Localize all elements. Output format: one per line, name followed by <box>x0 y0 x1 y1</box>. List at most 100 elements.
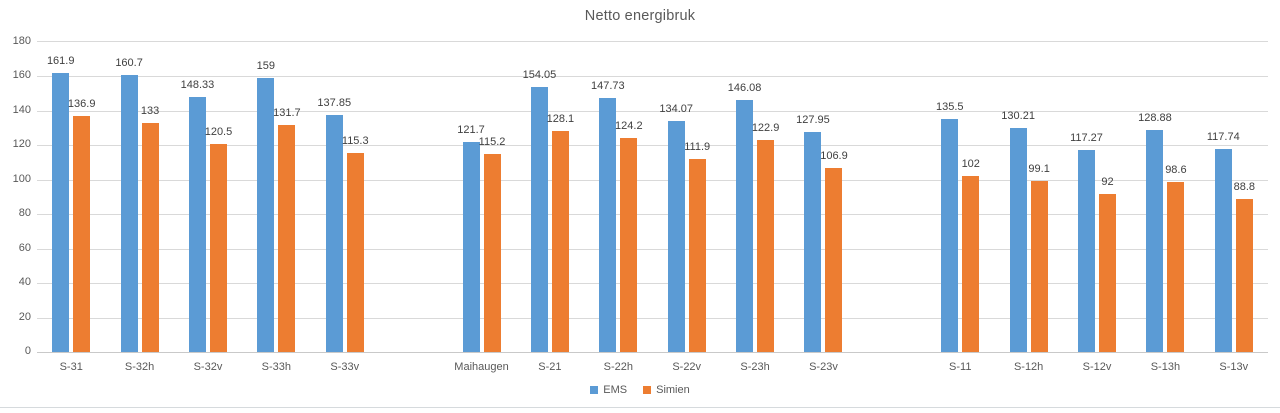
gridline <box>37 179 1268 181</box>
gridline <box>37 214 1268 216</box>
y-axis-tick-label: 180 <box>12 35 31 47</box>
bar-value-label: 128.1 <box>546 113 575 126</box>
bar-ems-s-32h <box>120 75 138 352</box>
bar-value-label: 88.8 <box>1233 181 1255 194</box>
bar-simien-maihaugen <box>483 153 501 352</box>
x-axis-category-label: S-32v <box>193 361 223 373</box>
gridline <box>37 317 1268 319</box>
bar-value-label: 117.74 <box>1206 131 1240 144</box>
x-axis-category-label: S-21 <box>538 361 562 373</box>
x-axis-category-label: S-22v <box>672 361 702 373</box>
bar-simien-s-23v <box>825 167 843 352</box>
bar-value-label: 92 <box>1101 175 1114 188</box>
bar-ems-s-12v <box>1078 150 1096 352</box>
bar-value-label: 134.07 <box>659 103 694 116</box>
y-axis-tick-label: 160 <box>12 69 31 82</box>
bar-value-label: 128.88 <box>1138 112 1172 125</box>
legend: EMS Simien <box>0 384 1280 396</box>
chart-title: Netto energibruk <box>584 8 696 24</box>
bar-ems-s-13h <box>1146 130 1164 352</box>
bar-value-label: 146.08 <box>727 82 762 95</box>
y-axis-tick-label: 40 <box>18 276 31 289</box>
x-axis-category-label: S-31 <box>59 361 83 373</box>
gridline <box>37 41 1268 42</box>
x-axis-category-label: S-33v <box>330 361 360 373</box>
x-axis-category-label: S-12h <box>1013 361 1044 373</box>
bar-value-label: 159 <box>256 60 276 73</box>
bar-value-label: 98.6 <box>1165 164 1187 177</box>
gridline <box>37 283 1268 285</box>
bar-ems-s-22h <box>599 97 617 352</box>
bar-value-label: 160.7 <box>115 57 143 70</box>
x-axis-category-label: S-13v <box>1219 361 1249 373</box>
bar-value-label: 135.5 <box>935 100 964 113</box>
bar-value-label: 137.85 <box>317 96 352 109</box>
y-axis-tick-label: 120 <box>12 138 31 151</box>
bar-simien-s-33h <box>278 125 296 352</box>
bar-value-label: 124.2 <box>615 120 643 133</box>
bar-value-label: 147.73 <box>590 79 625 92</box>
x-axis-category-label: S-23v <box>809 361 838 373</box>
bar-ems-s-31 <box>52 73 70 352</box>
bar-ems-s-22v <box>667 121 685 352</box>
bar-ems-s-33h <box>257 78 275 352</box>
gridline <box>37 145 1268 147</box>
x-axis-category-label: S-13h <box>1150 361 1181 373</box>
bar-ems-s-23v <box>804 131 822 352</box>
bar-ems-s-32v <box>188 96 206 352</box>
bottom-border-line <box>0 407 1280 408</box>
gridline <box>37 248 1268 250</box>
bar-simien-s-22h <box>620 138 638 352</box>
bar-simien-s-32h <box>141 122 159 352</box>
bar-value-label: 161.9 <box>46 55 75 68</box>
bar-value-label: 130.21 <box>1001 109 1035 122</box>
bar-value-label: 131.7 <box>273 107 301 120</box>
bar-value-label: 148.33 <box>180 78 215 91</box>
x-axis-category-label: S-12v <box>1082 361 1112 373</box>
legend-swatch-ems <box>590 386 599 394</box>
x-axis-category-label: S-22h <box>603 361 633 373</box>
bar-value-label: 115.2 <box>478 135 506 148</box>
bar-simien-s-22v <box>688 159 706 352</box>
bar-value-label: 99.1 <box>1028 163 1050 176</box>
bar-simien-s-12v <box>1099 193 1117 352</box>
bar-value-label: 121.7 <box>457 124 485 137</box>
y-axis-tick-label: 80 <box>18 207 31 220</box>
x-axis-category-label: S-33h <box>261 361 292 373</box>
bar-value-label: 154.05 <box>522 68 557 81</box>
gridline <box>37 110 1268 112</box>
bar-simien-s-32v <box>209 144 227 352</box>
bar-simien-s-12h <box>1030 181 1048 352</box>
x-axis-category-label: S-23h <box>740 361 770 373</box>
bar-ems-s-21 <box>530 86 548 352</box>
y-axis: 0 20 40 60 80 100 120 140 160 180 <box>0 35 31 357</box>
bar-ems-s-11 <box>941 118 959 352</box>
bar-value-label: 115.3 <box>341 135 369 148</box>
legend-label-simien: Simien <box>656 384 690 396</box>
gridline <box>37 76 1268 78</box>
x-axis-line <box>37 352 1268 353</box>
bar-simien-s-23h <box>757 140 775 352</box>
x-axis-category-label: S-32h <box>124 361 155 373</box>
legend-swatch-simien <box>643 386 652 394</box>
bar-value-label: 136.9 <box>67 98 96 111</box>
legend-label-ems: EMS <box>603 384 628 396</box>
bar-value-label: 122.9 <box>751 122 780 135</box>
y-axis-tick-label: 0 <box>24 345 31 357</box>
bar-ems-s-12h <box>1009 127 1027 352</box>
bar-simien-s-21 <box>551 131 569 352</box>
y-axis-tick-label: 100 <box>12 172 31 185</box>
bar-simien-s-13h <box>1167 182 1185 352</box>
y-axis-tick-label: 20 <box>18 310 31 323</box>
bar-simien-s-11 <box>962 176 980 352</box>
bar-value-label: 120.5 <box>204 126 233 139</box>
bar-simien-s-33v <box>346 153 364 352</box>
y-axis-tick-label: 60 <box>18 241 31 254</box>
bar-value-label: 106.9 <box>820 149 848 162</box>
y-axis-tick-label: 140 <box>12 103 31 116</box>
bar-value-label: 133 <box>140 104 160 117</box>
bar-value-label: 127.95 <box>796 113 830 126</box>
bar-simien-s-13v <box>1235 199 1253 352</box>
legend-item-simien: Simien <box>643 384 690 396</box>
